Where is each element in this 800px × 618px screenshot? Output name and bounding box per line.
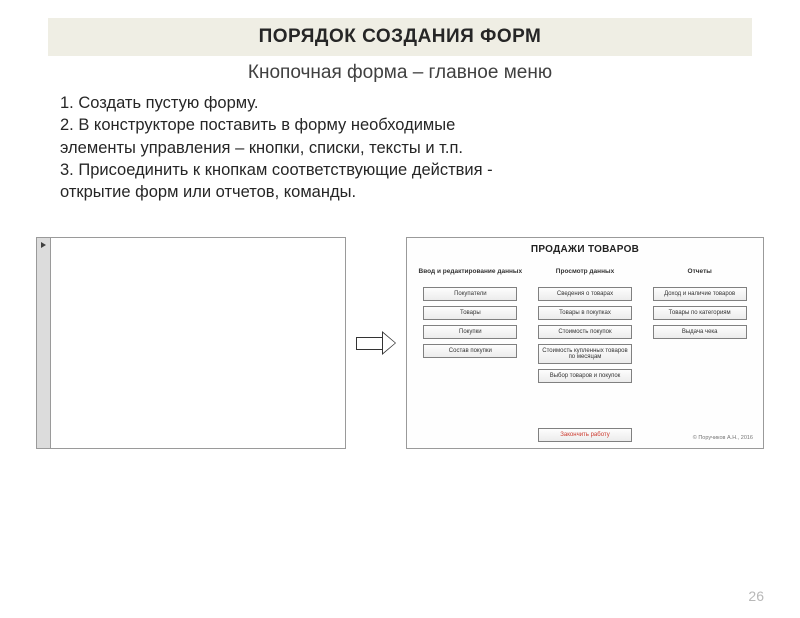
record-selector-bar xyxy=(37,238,51,448)
step-line: 2. В конструкторе поставить в форму необ… xyxy=(60,114,740,136)
menu-button[interactable]: Стоимость покупок xyxy=(538,325,632,339)
step-line: открытие форм или отчетов, команды. xyxy=(60,181,740,203)
arrow-icon xyxy=(356,331,396,355)
menu-button[interactable]: Сведения о товарах xyxy=(538,287,632,301)
menu-footer: Закончить работу © Поручиков А.Н., 2016 xyxy=(417,426,753,444)
menu-form-window: ПРОДАЖИ ТОВАРОВ Ввод и редактирование да… xyxy=(406,237,764,449)
record-marker-icon xyxy=(41,242,46,248)
step-line: элементы управления – кнопки, списки, те… xyxy=(60,137,740,159)
page-title: ПОРЯДОК СОЗДАНИЯ ФОРМ xyxy=(48,26,752,48)
menu-form-title: ПРОДАЖИ ТОВАРОВ xyxy=(417,244,753,255)
menu-columns: Ввод и редактирование данных Покупатели … xyxy=(417,263,753,426)
step-line: 3. Присоединить к кнопкам соответствующи… xyxy=(60,159,740,181)
menu-button[interactable]: Доход и наличие товаров xyxy=(653,287,747,301)
menu-button[interactable]: Товары по категориям xyxy=(653,306,747,320)
menu-button[interactable]: Товары в покупках xyxy=(538,306,632,320)
title-bar: ПОРЯДОК СОЗДАНИЯ ФОРМ xyxy=(48,18,752,56)
menu-button[interactable]: Товары xyxy=(423,306,517,320)
subtitle: Кнопочная форма – главное меню xyxy=(0,62,800,84)
steps-list: 1. Создать пустую форму. 2. В конструкто… xyxy=(60,92,740,203)
menu-button[interactable]: Состав покупки xyxy=(423,344,517,358)
col-header: Ввод и редактирование данных xyxy=(419,263,523,279)
menu-button[interactable]: Покупки xyxy=(423,325,517,339)
menu-col-reports: Отчеты Доход и наличие товаров Товары по… xyxy=(646,263,753,426)
menu-button[interactable]: Покупатели xyxy=(423,287,517,301)
menu-button[interactable]: Стоимость купленных товаров по месяцам xyxy=(538,344,632,364)
col-header: Отчеты xyxy=(688,263,712,279)
menu-col-view: Просмотр данных Сведения о товарах Товар… xyxy=(532,263,639,426)
page-number: 26 xyxy=(748,588,764,604)
step-line: 1. Создать пустую форму. xyxy=(60,92,740,114)
empty-form-window xyxy=(36,237,346,449)
menu-button[interactable]: Выдача чека xyxy=(653,325,747,339)
menu-col-input: Ввод и редактирование данных Покупатели … xyxy=(417,263,524,426)
menu-button[interactable]: Выбор товаров и покупок xyxy=(538,369,632,383)
copyright-text: © Поручиков А.Н., 2016 xyxy=(693,435,753,441)
col-header: Просмотр данных xyxy=(556,263,614,279)
figure-row: ПРОДАЖИ ТОВАРОВ Ввод и редактирование да… xyxy=(36,237,764,449)
finish-button[interactable]: Закончить работу xyxy=(538,428,632,442)
